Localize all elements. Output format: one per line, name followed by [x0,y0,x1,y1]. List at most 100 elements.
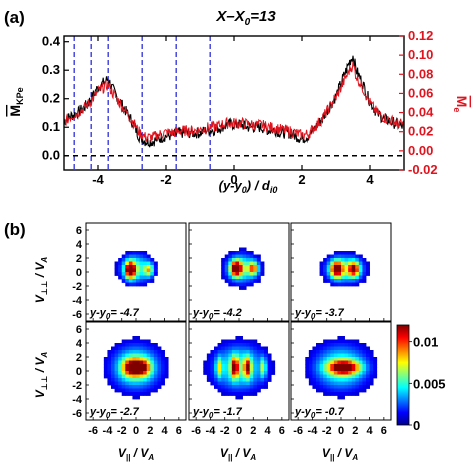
heatmap-cell [362,381,367,386]
heatmap-cell [249,346,254,351]
heatmap-cell [341,336,345,340]
heatmap-cell [128,282,133,287]
heatmap-cell [239,388,243,393]
heatmap-cell [366,378,370,382]
heatmap-cell [256,275,261,280]
heatmap-cell [348,385,353,389]
heatmap-cell [369,364,374,368]
heatmap-cell [312,350,317,354]
heatmap-cell [246,282,251,287]
heatmap-cell [125,251,130,255]
heatmap-cell [308,371,313,375]
heatmap-cell [369,381,374,386]
heatmap-cell [326,258,331,262]
heatmap-cell [136,357,140,361]
heatmap-cell [150,364,155,368]
heatmap-cell [139,385,144,389]
heatmap-cell [206,378,211,382]
heatmap-cell [319,378,324,382]
heatmap-cell [253,371,258,375]
heatmap-cell [355,258,360,262]
heatmap-cell [210,360,215,365]
heatmap-cell [143,268,148,273]
heatmap-cell [323,364,328,368]
heatmap-cell [206,357,211,361]
heatmap-cell [341,357,345,361]
heatmap-cell [369,367,374,372]
heatmap-cell [319,350,324,354]
heatmap-cell [235,275,240,280]
heatmap-cell [114,385,119,389]
heatmap-cell [228,268,233,273]
heatmap-cell [323,350,328,354]
heatmap-cell [136,275,140,280]
heatmap-cell [253,364,258,368]
heatmap-cell [373,360,378,365]
heatmap-cell [242,251,247,255]
heatmap-cell [316,357,320,361]
heatmap-cell [153,367,158,372]
heatmap-cell [235,388,240,393]
heatmap-cell [326,268,331,273]
heatmap-cell [330,385,335,389]
heatmap-cell [132,385,137,389]
heatmap-cell [125,374,130,379]
y-axis-label-left: MKPe [7,87,25,116]
heatmap-cell [217,374,222,379]
heatmap-cell [103,367,108,372]
heatmap-cell [253,353,258,358]
heatmap-cell [253,254,258,259]
heatmap-grid-panel: (b) y-y0= -4.7 y-y0= -4.2 y-y0= -3.7y-y0= … [4,220,446,462]
heatmap-cell [351,268,356,273]
heatmap-cell [132,395,137,400]
heatmap-cell [153,388,158,393]
heatmap-cell [351,254,356,259]
heatmap-cell [125,343,130,347]
heatmap-cell [326,265,331,269]
heatmap-cell [330,343,335,347]
heatmap-cell [228,360,233,365]
heatmap-cell [323,272,328,276]
heatmap-cell [228,378,233,382]
heatmap-cell [260,378,265,382]
heatmap-cell [344,275,349,280]
heatmap-cell [344,371,349,375]
heatmap-cell [330,381,335,386]
heatmap-cell [150,385,155,389]
heatmap-cell [239,336,243,340]
heatmap-cell [330,392,335,396]
heatmap-cell [136,374,140,379]
heatmap-cell [118,350,123,354]
heatmap-cell [333,392,338,396]
heatmap-cell [118,381,123,386]
heatmap-cell [111,353,115,358]
heatmap-cell [256,353,261,358]
heatmap-cell [344,353,349,358]
heatmap-cell [253,339,258,344]
heatmap-cell [344,350,349,354]
heatmap-cell [330,371,335,375]
heatmap-cell [337,251,342,255]
heatmap-cell [153,272,158,276]
chart-title: X–X0=13 [215,8,276,28]
heatmap-cell [369,378,374,382]
heatmap-cell [358,268,363,273]
heatmap-cell [150,381,155,386]
heatmap-cell [121,343,126,347]
heatmap-cell [330,364,335,368]
heatmap-y-tick-label: -4 [72,295,83,307]
heatmap-cell [118,265,123,269]
heatmap-cell [326,374,331,379]
heatmap-cell [210,364,215,368]
heatmap-cell [224,364,229,368]
heatmap-cell [132,388,137,393]
heatmap-cell [132,339,137,344]
heatmap-cell [256,261,261,266]
heatmap-cell [239,265,243,269]
heatmap-cell [153,346,158,351]
heatmap-cell [330,357,335,361]
heatmap-cell [369,353,374,358]
heatmap-cell [203,371,208,375]
heatmap-cell [239,275,243,280]
heatmap-cell [125,275,130,280]
